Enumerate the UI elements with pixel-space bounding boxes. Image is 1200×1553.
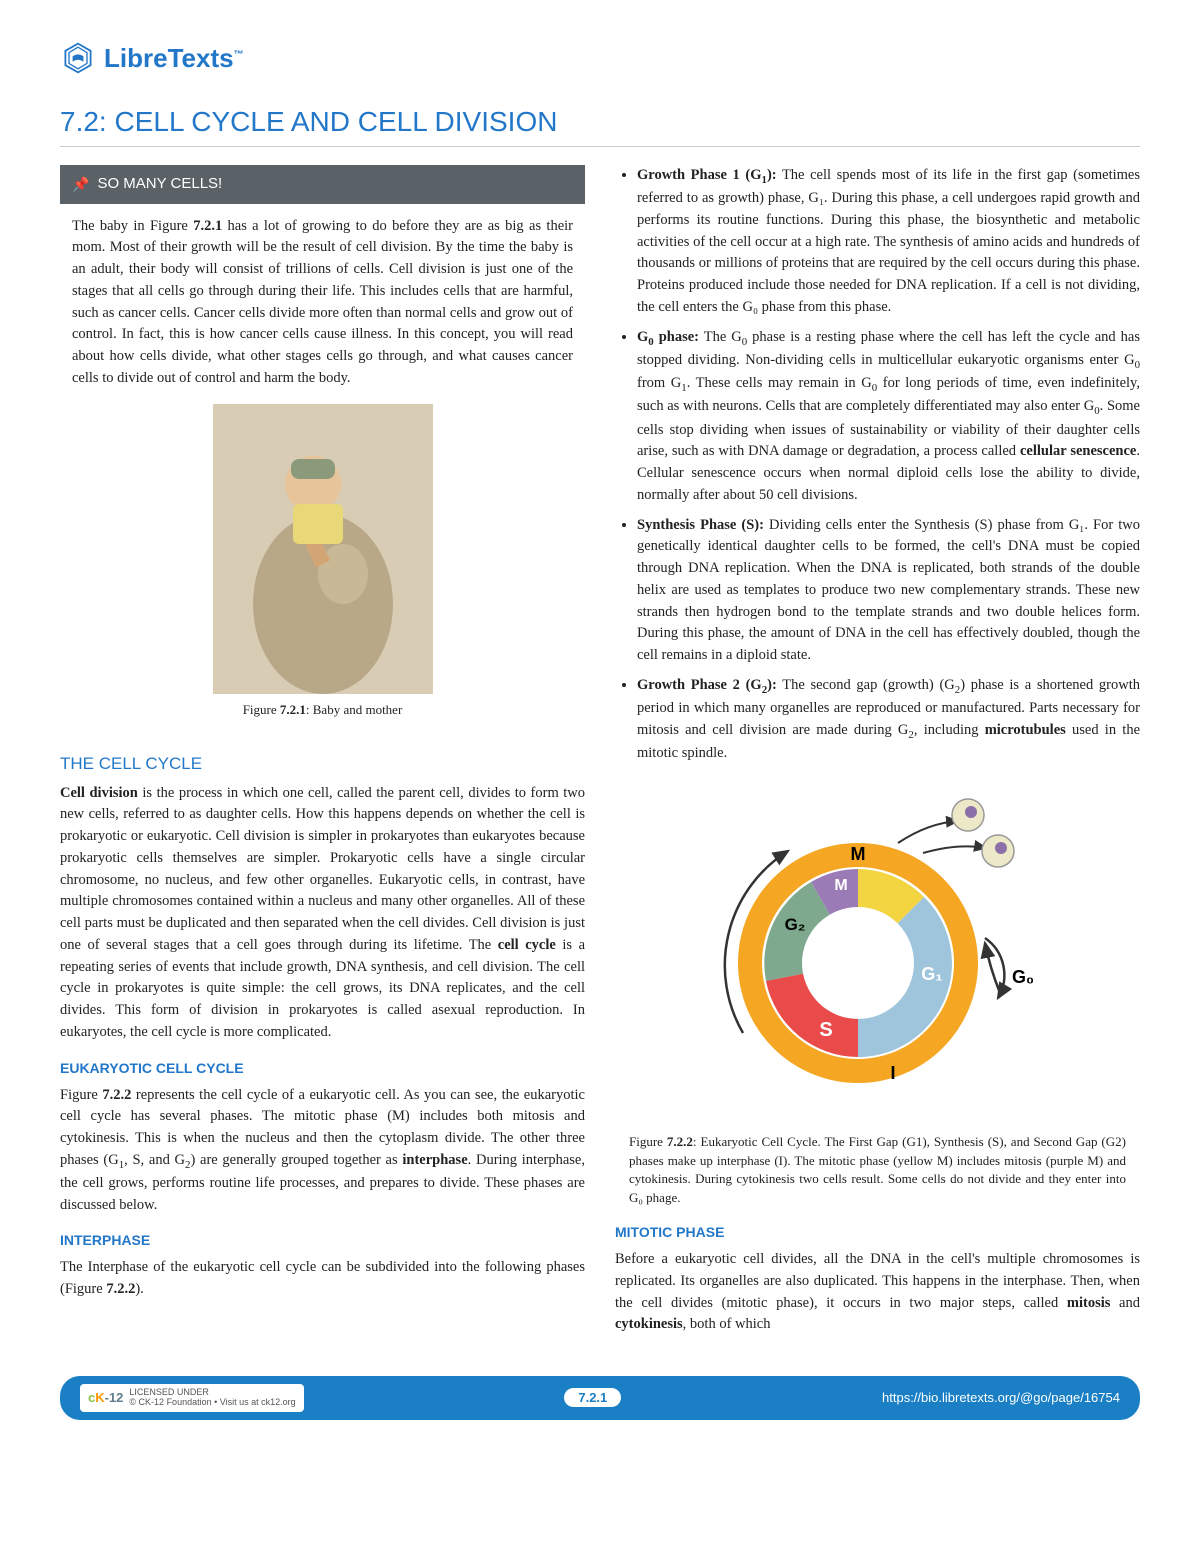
page-footer: cK-12 LICENSED UNDER © CK-12 Foundation … bbox=[60, 1376, 1140, 1420]
cell-cycle-text: Cell division is the process in which on… bbox=[60, 783, 585, 1044]
label-g0: G₀ bbox=[1011, 967, 1033, 987]
label-m-outer: M bbox=[850, 844, 865, 864]
footer-license: cK-12 LICENSED UNDER © CK-12 Foundation … bbox=[80, 1384, 304, 1412]
footer-url[interactable]: https://bio.libretexts.org/@go/page/1675… bbox=[882, 1390, 1120, 1405]
cell-cycle-diagram: M M G₂ G₁ S I G₀ bbox=[688, 783, 1068, 1123]
ck12-logo: cK-12 bbox=[88, 1390, 123, 1405]
callout-box: 📌 SO MANY CELLS! The baby in Figure 7.2.… bbox=[60, 165, 585, 737]
figure-1-caption: Figure 7.2.1: Baby and mother bbox=[72, 700, 573, 720]
page-number: 7.2.1 bbox=[564, 1388, 621, 1407]
pin-icon: 📌 bbox=[72, 174, 89, 195]
label-i: I bbox=[890, 1063, 895, 1083]
heading-eukaryotic: EUKARYOTIC CELL CYCLE bbox=[60, 1058, 585, 1079]
interphase-text: The Interphase of the eukaryotic cell cy… bbox=[60, 1257, 585, 1301]
phase-s: Synthesis Phase (S): Dividing cells ente… bbox=[637, 515, 1140, 667]
page-title: 7.2: CELL CYCLE AND CELL DIVISION bbox=[60, 106, 1140, 147]
figure-2-caption: Figure 7.2.2: Eukaryotic Cell Cycle. The… bbox=[629, 1133, 1126, 1208]
heading-cell-cycle: THE CELL CYCLE bbox=[60, 751, 585, 777]
logo-text: LibreTexts™ bbox=[104, 43, 244, 74]
heading-mitotic: MITOTIC PHASE bbox=[615, 1222, 1140, 1243]
phase-g2: Growth Phase 2 (G2): The second gap (gro… bbox=[637, 675, 1140, 765]
callout-title: SO MANY CELLS! bbox=[97, 173, 222, 196]
heading-interphase: INTERPHASE bbox=[60, 1230, 585, 1251]
label-g1: G₁ bbox=[921, 964, 942, 984]
eukaryotic-text: Figure 7.2.2 represents the cell cycle o… bbox=[60, 1085, 585, 1217]
phase-g1: Growth Phase 1 (G1): The cell spends mos… bbox=[637, 165, 1140, 319]
left-column: 📌 SO MANY CELLS! The baby in Figure 7.2.… bbox=[60, 165, 585, 1346]
mitotic-text: Before a eukaryotic cell divides, all th… bbox=[615, 1249, 1140, 1336]
callout-body-text: The baby in Figure 7.2.1 has a lot of gr… bbox=[72, 216, 573, 390]
right-column: Growth Phase 1 (G1): The cell spends mos… bbox=[615, 165, 1140, 1346]
label-m-inner: M bbox=[834, 877, 847, 894]
logo-icon bbox=[60, 40, 96, 76]
phase-g0: G0 phase: The G0 phase is a resting phas… bbox=[637, 327, 1140, 507]
logo: LibreTexts™ bbox=[60, 40, 1140, 76]
figure-1-image bbox=[213, 404, 433, 694]
callout-header: 📌 SO MANY CELLS! bbox=[60, 165, 585, 204]
license-sub: © CK-12 Foundation • Visit us at ck12.or… bbox=[129, 1398, 295, 1408]
label-g2: G₂ bbox=[784, 915, 805, 934]
label-s: S bbox=[819, 1019, 832, 1041]
phase-list: Growth Phase 1 (G1): The cell spends mos… bbox=[615, 165, 1140, 765]
